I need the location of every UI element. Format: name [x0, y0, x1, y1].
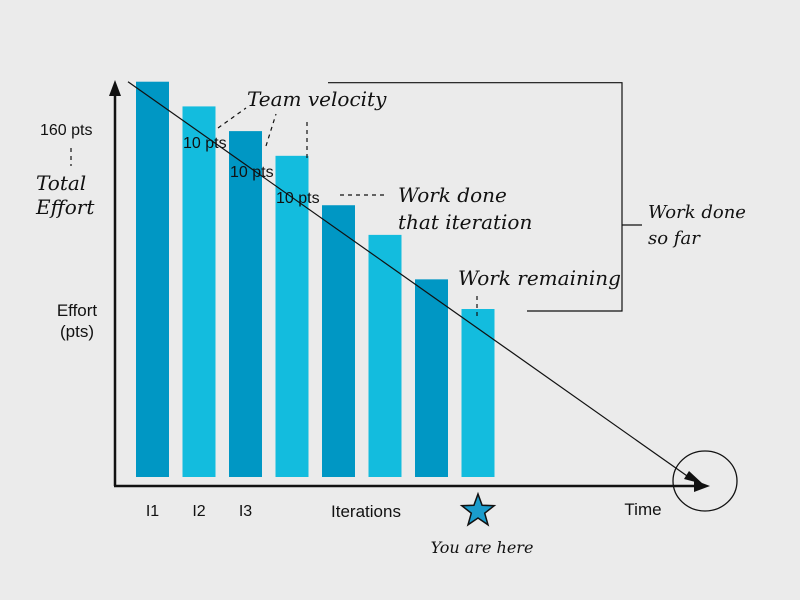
bar-8: [461, 309, 495, 477]
work-done-bracket: [328, 82, 623, 312]
bar-7: [415, 279, 448, 477]
bar-1: [136, 81, 169, 478]
team-velocity-annotation: Team velocity: [247, 87, 387, 111]
velocity-label-3: 10 pts: [276, 190, 320, 207]
x-tick-label-I1: I1: [146, 503, 159, 520]
trend-line: [127, 81, 691, 479]
total-effort-annotation-line2: Effort: [35, 195, 95, 219]
x-axis-label: Iterations: [331, 502, 401, 521]
bar-5: [322, 205, 355, 477]
team-velocity-leader-2: [265, 113, 277, 147]
y-axis-label-line2: (pts): [60, 322, 94, 341]
you-are-here-annotation: You are here: [431, 538, 534, 557]
work-done-iteration-annotation-line2: that iteration: [398, 210, 532, 234]
bar-3: [229, 131, 262, 477]
x-tick-label-I2: I2: [192, 503, 205, 520]
bar-2: [182, 106, 216, 477]
total-pts-label: 160 pts: [40, 122, 92, 139]
work-remaining-annotation: Work remaining: [458, 266, 621, 290]
velocity-label-2: 10 pts: [230, 164, 274, 181]
time-circle: [672, 450, 738, 512]
x-tick-label-I3: I3: [239, 503, 252, 520]
star-icon: [459, 491, 497, 527]
bar-6: [368, 234, 402, 477]
bars-group: [136, 81, 495, 478]
lines-group: [70, 81, 703, 484]
y-axis-label-line1: Effort: [57, 301, 98, 320]
work-done-so-far-annotation-line1: Work done: [648, 202, 746, 223]
bar-4: [275, 155, 309, 477]
work-done-iteration-annotation-line1: Work done: [398, 183, 507, 207]
x-tick-labels: I1 I2 I3: [146, 503, 252, 520]
trend-line-arrow: [684, 471, 703, 484]
time-label: Time: [624, 500, 661, 519]
y-axis-arrow: [109, 80, 121, 96]
work-done-so-far-annotation-line2: so far: [648, 228, 701, 249]
x-axis-arrow: [694, 480, 710, 492]
team-velocity-leader-1: [217, 107, 247, 129]
velocity-label-1: 10 pts: [183, 135, 227, 152]
total-effort-annotation-line1: Total: [36, 171, 86, 195]
